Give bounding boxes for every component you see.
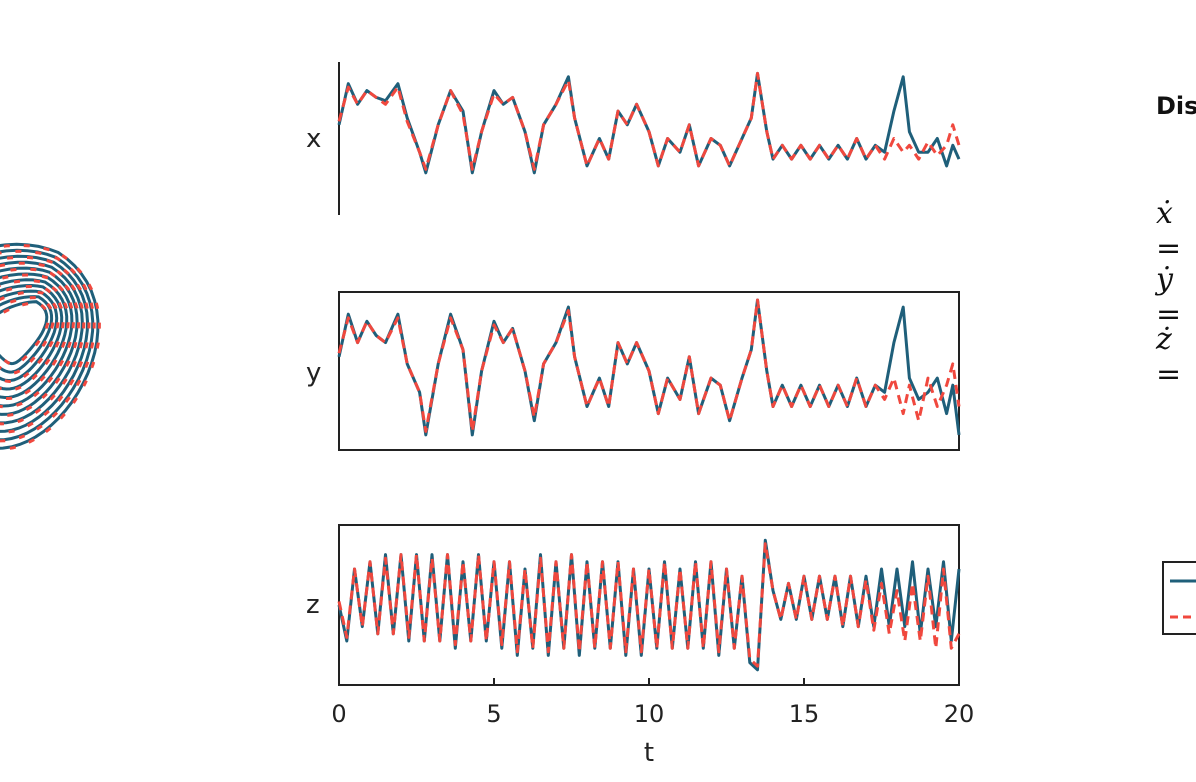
subplot-y — [337, 291, 961, 451]
phase-trajectory-dashed — [0, 243, 101, 451]
series-line-dashed — [337, 71, 961, 171]
xtick-label: 15 — [788, 700, 820, 728]
xtick-label: 0 — [331, 700, 347, 728]
xlabel-t: t — [643, 738, 655, 768]
phase-trajectory-dashed — [0, 249, 96, 443]
phase-trajectory-solid — [0, 272, 74, 408]
subplot-z — [337, 524, 961, 686]
phase-trajectory-dashed — [0, 261, 86, 426]
axes-box — [338, 524, 960, 686]
legend-swatches — [1170, 579, 1196, 619]
subplot-x — [337, 62, 961, 215]
right-panel-title: Dis — [1156, 92, 1196, 120]
phase-trajectory-solid — [0, 278, 69, 400]
equation-x: ẋ = — [1156, 196, 1182, 266]
series-line-dashed — [337, 298, 961, 433]
phase-trajectory-solid — [0, 283, 64, 391]
phase-trajectory-solid — [0, 266, 79, 416]
phase-trajectory-dashed — [0, 290, 60, 384]
series-line-solid — [337, 71, 961, 175]
equation-y: ẏ = — [1156, 262, 1182, 332]
ylabel-x: x — [306, 124, 322, 154]
series-line-dashed — [337, 542, 961, 668]
phase-trajectory-solid — [0, 289, 59, 383]
phase-trajectory-solid — [0, 260, 84, 425]
phase-trajectory-dashed — [0, 284, 65, 392]
phase-trajectory-dashed — [0, 301, 50, 367]
xtick-label: 5 — [486, 700, 502, 728]
equation-z: ż = — [1156, 322, 1182, 392]
phase-portrait — [0, 242, 101, 451]
legend — [1162, 561, 1196, 635]
ylabel-z: z — [306, 590, 320, 620]
xtick-label: 10 — [633, 700, 665, 728]
time-series-panels — [337, 62, 961, 686]
axes-box — [338, 291, 960, 451]
phase-trajectory-solid — [0, 248, 95, 442]
phase-trajectory-solid — [0, 242, 100, 450]
phase-trajectory-solid — [0, 295, 54, 374]
ylabel-y: y — [306, 358, 322, 388]
xtick-label: 20 — [943, 700, 975, 728]
phase-trajectory-dashed — [0, 255, 91, 434]
phase-trajectory-solid — [0, 254, 90, 433]
